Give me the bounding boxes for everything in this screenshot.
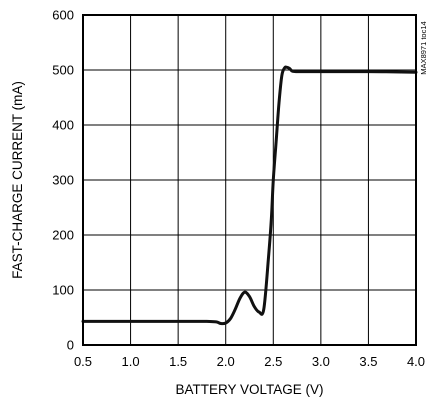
x-tick-label: 2.0 [217,354,235,369]
x-axis-ticks: 0.5 1.0 1.5 2.0 2.5 3.0 3.5 4.0 [74,354,425,369]
figure-id-label: MAX8971 toc14 [419,21,428,74]
y-axis-label: FAST-CHARGE CURRENT (mA) [10,81,25,279]
y-tick-label: 500 [52,63,74,78]
x-tick-label: 1.5 [169,354,187,369]
x-tick-label: 3.0 [312,354,330,369]
y-tick-label: 400 [52,118,74,133]
x-axis-label: BATTERY VOLTAGE (V) [175,382,323,397]
y-tick-label: 600 [52,8,74,23]
y-axis-ticks: 0 100 200 300 400 500 600 [52,8,74,353]
series-line [81,65,418,326]
y-tick-label: 200 [52,228,74,243]
plot-frame [82,14,417,346]
x-tick-label: 4.0 [407,354,425,369]
x-tick-label: 1.0 [122,354,140,369]
x-tick-label: 0.5 [74,354,92,369]
y-tick-label: 300 [52,173,74,188]
y-tick-label: 100 [52,283,74,298]
x-tick-label: 2.5 [264,354,282,369]
x-tick-label: 3.5 [359,354,377,369]
y-tick-label: 0 [67,338,74,353]
